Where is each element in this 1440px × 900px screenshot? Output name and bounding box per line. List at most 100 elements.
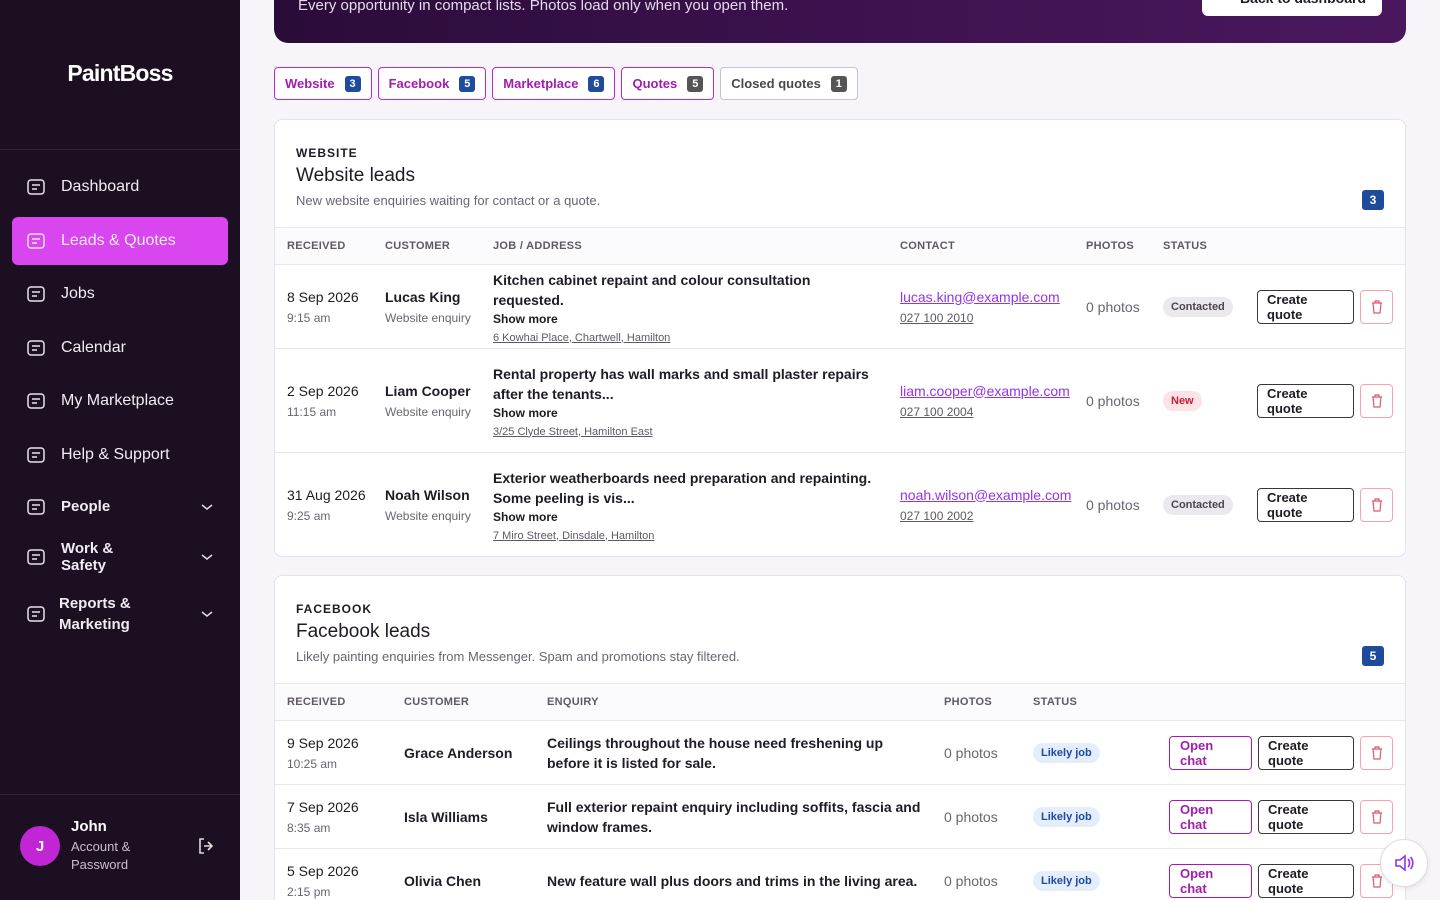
job-cell: Full exterior repaint enquiry including … (547, 797, 944, 837)
tab-count: 6 (588, 75, 605, 92)
phone[interactable]: 027 100 2002 (900, 508, 974, 523)
column-header: STATUS (1163, 240, 1208, 252)
nav-label: Dashboard (61, 177, 140, 195)
trash-icon (1371, 745, 1382, 760)
email[interactable]: lucas.king@example.com (900, 288, 1060, 305)
tab[interactable]: Marketplace 6 (492, 67, 616, 100)
back-button[interactable]: Back to dashboard (1201, 0, 1382, 16)
source: Website enquiry (385, 508, 471, 523)
status-chip: Contacted (1163, 494, 1233, 515)
action-button[interactable]: Create quote (1258, 799, 1355, 834)
job-cell: Exterior weatherboards need preparation … (493, 468, 900, 542)
job-cell: New feature wall plus doors and trims in… (547, 871, 944, 891)
phone[interactable]: 027 100 2004 (900, 404, 974, 419)
tab-label: Quotes (632, 76, 678, 91)
action-button[interactable]: Create quote (1258, 735, 1355, 770)
show-more[interactable]: Show more (493, 509, 558, 524)
customer-cell: Grace Anderson (404, 745, 547, 761)
customer-name: Noah Wilson (385, 486, 470, 503)
actions: Open chat Create quote (1169, 799, 1405, 834)
time: 2:15 pm (287, 884, 331, 899)
logout-icon[interactable] (197, 837, 215, 855)
column-header: RECEIVED (287, 696, 346, 708)
action-button[interactable]: Open chat (1169, 799, 1253, 834)
email[interactable]: liam.cooper@example.com (900, 382, 1070, 399)
date: 9 Sep 2026 (287, 734, 359, 751)
action-button[interactable]: Create quote (1257, 487, 1354, 522)
date: 8 Sep 2026 (287, 288, 359, 305)
actions: Create quote (1257, 289, 1405, 324)
nav-item[interactable]: Leads & Quotes (12, 216, 228, 265)
action-button[interactable]: Create quote (1257, 289, 1354, 324)
status-cell: Likely job (1033, 742, 1169, 763)
action-button[interactable]: Open chat (1169, 863, 1253, 898)
phone[interactable]: 027 100 2010 (900, 310, 974, 325)
account-link[interactable]: Account & Password (71, 839, 131, 872)
nav-item[interactable]: Calendar (0, 321, 240, 375)
date: 7 Sep 2026 (287, 798, 359, 815)
photos: 0 photos (1086, 496, 1140, 513)
action-button[interactable]: Open chat (1169, 735, 1253, 770)
address[interactable]: 7 Miro Street, Dinsdale, Hamilton (493, 529, 655, 542)
trash-icon (1371, 809, 1382, 824)
table-row: 5 Sep 2026 2:15 pm Olivia Chen New feature … (275, 848, 1405, 900)
tab-count: 5 (687, 75, 704, 92)
status-cell: New (1163, 390, 1257, 411)
delete-button[interactable] (1360, 735, 1393, 770)
nav-item[interactable]: My Marketplace (0, 374, 240, 428)
source: Website enquiry (385, 404, 471, 419)
card-title: Website leads (296, 165, 415, 186)
audio-button[interactable] (1380, 839, 1428, 887)
avatar[interactable]: J (20, 826, 60, 866)
delete-button[interactable] (1360, 799, 1393, 834)
customer-name: Olivia Chen (404, 872, 482, 889)
tab-count: 1 (830, 75, 847, 92)
date: 5 Sep 2026 (287, 862, 359, 879)
show-more[interactable]: Show more (493, 405, 558, 420)
tab[interactable]: Closed quotes 1 (720, 67, 858, 100)
action-button[interactable]: Create quote (1258, 863, 1355, 898)
tabs: Website 3 Facebook 5 Marketplace 6 Quotes 5 Clos… (274, 67, 858, 100)
nav-item[interactable]: Jobs (0, 267, 240, 321)
nav-item[interactable]: Help & Support (0, 428, 240, 482)
nav-label: Help & Support (61, 445, 170, 463)
user-name: John (71, 818, 107, 835)
show-more[interactable]: Show more (493, 311, 558, 326)
tab[interactable]: Facebook 5 (377, 67, 487, 100)
tab[interactable]: Quotes 5 (621, 67, 715, 100)
speaker-icon (1395, 854, 1414, 872)
email[interactable]: noah.wilson@example.com (900, 486, 1072, 503)
delete-button[interactable] (1360, 383, 1393, 418)
nav-group[interactable]: People (0, 482, 240, 532)
nav: Dashboard Leads & Quotes Jobs Calendar My Ma… (0, 160, 240, 646)
card-description: New website enquiries waiting for contac… (296, 193, 601, 208)
table-row: 8 Sep 2026 9:15 am Lucas King Website enqui… (275, 264, 1405, 348)
nav-icon (27, 179, 45, 195)
status-cell: Contacted (1163, 494, 1257, 515)
nav-icon (27, 393, 45, 409)
photos: 0 photos (1086, 298, 1140, 315)
column-header: STATUS (1033, 696, 1078, 708)
delete-button[interactable] (1360, 289, 1393, 324)
nav-group[interactable]: Work & Safety (0, 532, 240, 582)
tab-label: Closed quotes (731, 76, 821, 91)
photos: 0 photos (944, 872, 998, 889)
nav-item[interactable]: Dashboard (0, 160, 240, 214)
nav-group[interactable]: Reports & Marketing (0, 582, 240, 646)
nav-icon (27, 339, 45, 356)
card-header: WEBSITE Website leads New website enquirie… (275, 120, 1405, 227)
nav-label: My Marketplace (61, 392, 174, 410)
action-button[interactable]: Create quote (1257, 383, 1354, 418)
address[interactable]: 3/25 Clyde Street, Hamilton East (493, 425, 653, 438)
tab[interactable]: Website 3 (274, 67, 372, 100)
time: 9:25 am (287, 508, 331, 523)
count-badge: 5 (1362, 646, 1384, 666)
job-text: Full exterior repaint enquiry including … (547, 798, 921, 835)
received-cell: 8 Sep 2026 9:15 am (287, 289, 385, 325)
address[interactable]: 6 Kowhai Place, Chartwell, Hamilton (493, 331, 671, 344)
column-header: PHOTOS (1086, 240, 1135, 252)
delete-button[interactable] (1360, 487, 1393, 522)
tab-count: 5 (459, 75, 476, 92)
